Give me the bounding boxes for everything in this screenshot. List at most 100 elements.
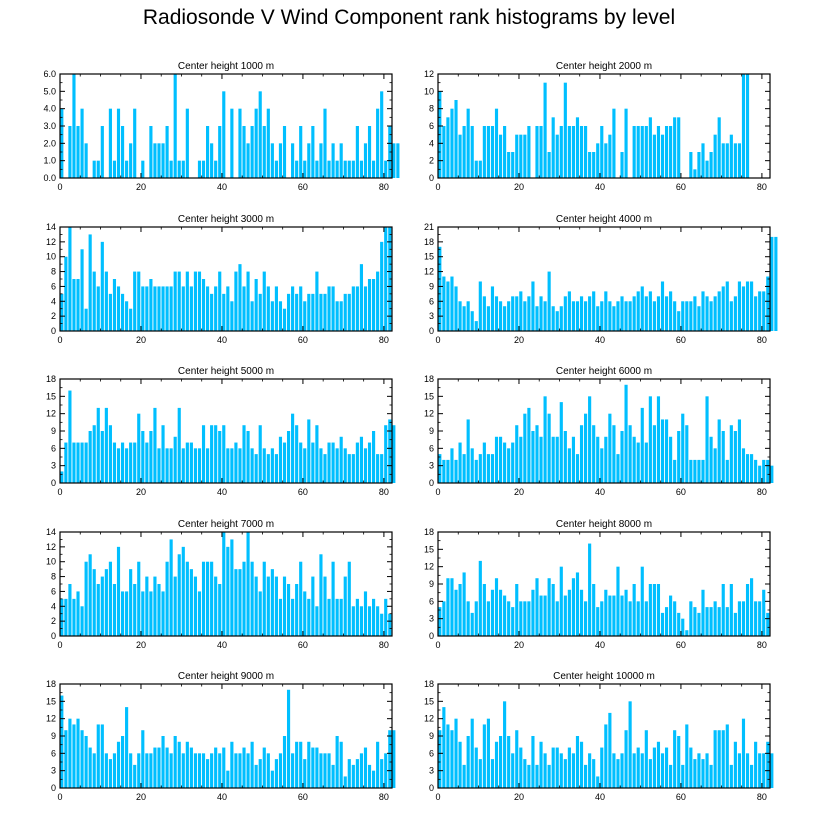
bar	[291, 413, 295, 483]
panel-7: Center height 8000 m 0 20 40 60 80 0 3 6 9 12 15 18	[424, 519, 771, 650]
x-tick-label: 60	[676, 640, 686, 650]
bar	[206, 448, 210, 483]
bar	[226, 546, 230, 636]
y-tick-label: 15	[46, 391, 56, 401]
bar	[153, 576, 157, 636]
bar	[697, 459, 701, 483]
bar	[652, 425, 656, 483]
bar	[770, 236, 774, 331]
bar	[494, 436, 499, 483]
bar	[68, 390, 72, 483]
bar	[104, 753, 108, 788]
bar	[535, 425, 539, 483]
bar	[713, 601, 717, 636]
bar	[454, 286, 458, 331]
bar	[478, 160, 482, 178]
bar	[376, 271, 380, 331]
y-tick-label: 2	[51, 616, 56, 626]
y-tick-label: 4	[51, 601, 56, 611]
bar	[713, 730, 717, 788]
bar	[339, 301, 343, 331]
bar	[644, 730, 648, 788]
bar	[238, 569, 242, 636]
bar	[608, 595, 612, 636]
bar	[274, 286, 278, 331]
bar	[177, 554, 181, 636]
bar	[299, 286, 303, 331]
bar	[697, 152, 701, 178]
bar	[230, 448, 234, 483]
bar	[384, 227, 388, 331]
bar	[359, 753, 364, 788]
y-tick-label: 12	[46, 714, 56, 724]
bar	[282, 126, 287, 178]
bar	[758, 465, 762, 483]
panel-title: Center height 1000 m	[178, 61, 274, 72]
bar	[323, 108, 327, 178]
bar	[705, 160, 709, 178]
bar	[571, 301, 576, 331]
bar	[584, 413, 588, 483]
panel-title: Center height 5000 m	[178, 366, 274, 377]
bar	[494, 108, 499, 178]
bar	[104, 407, 108, 483]
bar	[125, 448, 129, 483]
bar	[92, 753, 96, 788]
bar	[210, 425, 214, 483]
bar	[218, 126, 222, 178]
bar	[701, 143, 705, 178]
bar	[347, 293, 351, 331]
bar	[701, 459, 705, 483]
bar	[470, 718, 474, 788]
bar	[84, 442, 88, 483]
bar	[462, 764, 466, 788]
bar	[92, 425, 96, 483]
y-tick-label: 6.0	[43, 69, 56, 79]
bar	[741, 286, 746, 331]
bar	[733, 143, 737, 178]
bar	[197, 271, 202, 331]
bar	[246, 271, 250, 331]
bar	[673, 459, 677, 483]
bar	[218, 271, 222, 331]
bar	[120, 293, 125, 331]
bar	[173, 436, 177, 483]
bar	[669, 126, 673, 178]
bar	[527, 296, 531, 331]
panel-title: Center height 6000 m	[556, 366, 652, 377]
bar	[311, 747, 315, 788]
bar	[543, 595, 547, 636]
x-tick-label: 80	[379, 182, 389, 192]
bar	[286, 584, 291, 636]
x-tick-label: 20	[514, 335, 524, 345]
bar	[347, 561, 351, 636]
bar	[331, 442, 335, 483]
bar	[173, 576, 177, 636]
bar	[193, 753, 198, 788]
bar	[278, 436, 283, 483]
y-tick-label: 18	[46, 679, 56, 689]
bar	[721, 730, 725, 788]
bar	[766, 741, 770, 788]
bar	[551, 117, 555, 178]
bar	[100, 724, 104, 788]
bar	[563, 82, 567, 178]
bar	[108, 425, 112, 483]
bar	[197, 448, 202, 483]
bar	[112, 753, 117, 788]
bar	[286, 431, 291, 483]
x-tick-label: 0	[57, 792, 62, 802]
bar	[295, 160, 299, 178]
bar	[108, 561, 112, 636]
y-tick-label: 0	[429, 326, 434, 336]
bar	[677, 736, 681, 788]
bar	[523, 301, 527, 331]
bar	[392, 425, 396, 483]
bar	[660, 281, 665, 331]
bar	[458, 134, 462, 178]
bar	[278, 753, 283, 788]
bar	[355, 598, 359, 636]
bar	[571, 126, 576, 178]
bar	[133, 764, 137, 788]
bar	[303, 448, 307, 483]
